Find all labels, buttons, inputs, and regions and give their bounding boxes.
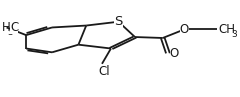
Text: CH: CH (219, 23, 236, 36)
Text: O: O (180, 23, 189, 36)
Text: 3: 3 (7, 28, 13, 37)
Text: O: O (170, 47, 179, 60)
Text: C: C (10, 21, 18, 34)
Text: 3: 3 (231, 30, 237, 39)
Text: H: H (2, 21, 11, 34)
Text: Cl: Cl (99, 65, 110, 78)
Text: S: S (114, 15, 123, 28)
